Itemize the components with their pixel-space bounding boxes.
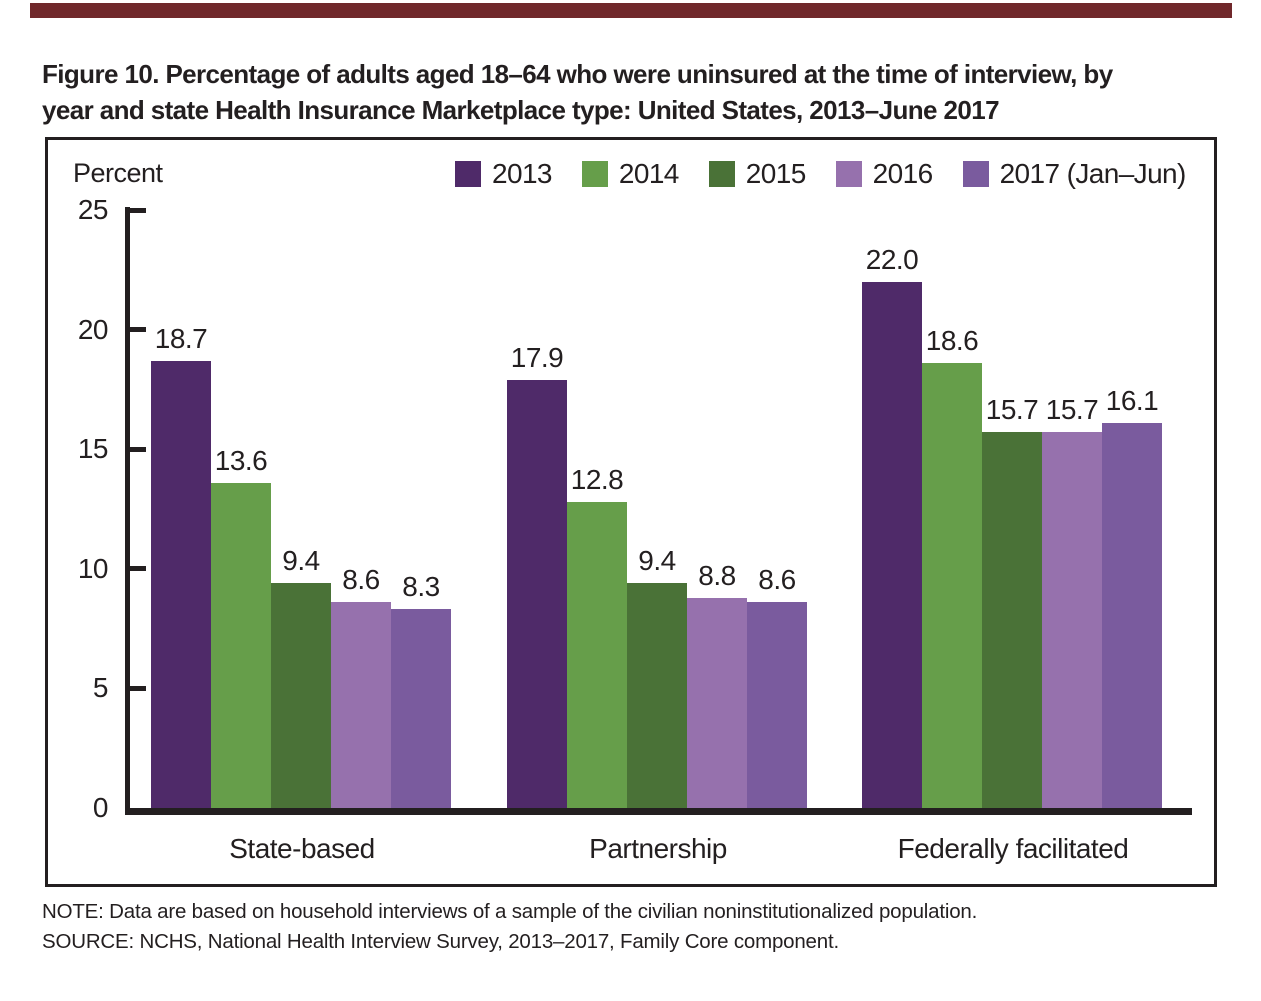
figure-title: Figure 10. Percentage of adults aged 18–… bbox=[42, 56, 1222, 128]
bar-2016-federally-facilitated bbox=[1042, 432, 1102, 808]
figure-title-line-1: Figure 10. Percentage of adults aged 18–… bbox=[42, 59, 1113, 89]
bar-value-label: 8.8 bbox=[698, 560, 736, 591]
bar-value-label: 15.7 bbox=[1045, 394, 1099, 425]
bar-value-label: 9.4 bbox=[282, 545, 320, 576]
legend-swatch-icon bbox=[455, 161, 481, 187]
bar-value-label: 18.7 bbox=[154, 323, 208, 354]
bar-value-label: 9.4 bbox=[638, 545, 676, 576]
bar-value-label: 13.6 bbox=[214, 445, 268, 476]
bar-2013-federally-facilitated bbox=[862, 282, 922, 808]
legend-label: 2017 (Jan–Jun) bbox=[999, 158, 1187, 189]
bar-value-label: 22.0 bbox=[865, 244, 919, 275]
x-axis-line bbox=[125, 808, 1192, 815]
y-axis-line bbox=[125, 207, 130, 808]
legend-label: 2016 bbox=[872, 158, 933, 189]
legend-label: 2014 bbox=[618, 158, 679, 189]
legend-item-2016: 2016 bbox=[835, 158, 933, 190]
y-axis-tick-label: 0 bbox=[92, 792, 109, 823]
y-axis-tick bbox=[130, 208, 146, 213]
bar-2014-partnership bbox=[567, 502, 627, 808]
legend-label: 2013 bbox=[492, 158, 552, 189]
bar-value-label: 16.1 bbox=[1105, 385, 1159, 416]
chart-frame: Percent 2013 2014 2015 2016 2017 (Jan–Jun) 0… bbox=[45, 137, 1217, 887]
category-label-state-based: State-based bbox=[229, 833, 375, 864]
y-axis-tick bbox=[130, 566, 146, 571]
bar-value-label: 18.6 bbox=[925, 325, 979, 356]
bar-2014-state-based bbox=[211, 483, 271, 808]
bar-2013-partnership bbox=[507, 380, 567, 808]
legend-item-2015: 2015 bbox=[708, 158, 806, 190]
legend-swatch-icon bbox=[835, 161, 862, 187]
y-axis-tick bbox=[130, 686, 146, 691]
y-axis-tick-label: 15 bbox=[77, 433, 109, 464]
y-axis-title: Percent bbox=[73, 158, 163, 188]
source-line: SOURCE: NCHS, National Health Interview … bbox=[42, 930, 839, 953]
legend-label: 2015 bbox=[745, 158, 806, 189]
legend-swatch-icon bbox=[962, 161, 989, 187]
bar-2015-federally-facilitated bbox=[982, 432, 1042, 808]
bar-2014-federally-facilitated bbox=[922, 363, 982, 808]
bar-2015-partnership bbox=[627, 583, 687, 808]
chart-legend: 2013 2014 2015 2016 2017 (Jan–Jun) bbox=[455, 158, 1186, 190]
bar-2013-state-based bbox=[151, 361, 211, 808]
figure-title-line-2: year and state Health Insurance Marketpl… bbox=[42, 95, 1000, 125]
bar-2017-jan-jun-partnership bbox=[747, 602, 807, 808]
legend-item-2017-jan-jun: 2017 (Jan–Jun) bbox=[962, 158, 1187, 190]
bar-value-label: 8.6 bbox=[342, 564, 380, 595]
note-line: NOTE: Data are based on household interv… bbox=[42, 900, 978, 923]
y-axis-tick bbox=[130, 447, 146, 452]
top-accent-bar bbox=[30, 3, 1232, 18]
bar-value-label: 8.6 bbox=[758, 564, 796, 595]
category-label-federally-facilitated: Federally facilitated bbox=[897, 833, 1129, 864]
bar-value-label: 12.8 bbox=[570, 464, 624, 495]
y-axis-tick-label: 5 bbox=[92, 672, 109, 703]
y-axis-tick bbox=[130, 327, 146, 332]
bar-2017-jan-jun-state-based bbox=[391, 609, 451, 808]
y-axis-tick-label: 20 bbox=[77, 314, 109, 345]
legend-item-2014: 2014 bbox=[581, 158, 679, 190]
bar-2015-state-based bbox=[271, 583, 331, 808]
bar-value-label: 17.9 bbox=[510, 342, 564, 373]
category-label-partnership: Partnership bbox=[589, 833, 727, 864]
legend-swatch-icon bbox=[581, 161, 608, 187]
bar-2017-jan-jun-federally-facilitated bbox=[1102, 423, 1162, 808]
y-axis-tick-label: 10 bbox=[77, 553, 109, 584]
footnotes: NOTE: Data are based on household interv… bbox=[42, 897, 1222, 957]
bar-value-label: 15.7 bbox=[985, 394, 1039, 425]
legend-swatch-icon bbox=[708, 161, 735, 187]
legend-item-2013: 2013 bbox=[455, 158, 552, 190]
bar-2016-partnership bbox=[687, 598, 747, 808]
bar-value-label: 8.3 bbox=[402, 571, 440, 602]
bar-2016-state-based bbox=[331, 602, 391, 808]
y-axis-tick-label: 25 bbox=[77, 194, 109, 225]
